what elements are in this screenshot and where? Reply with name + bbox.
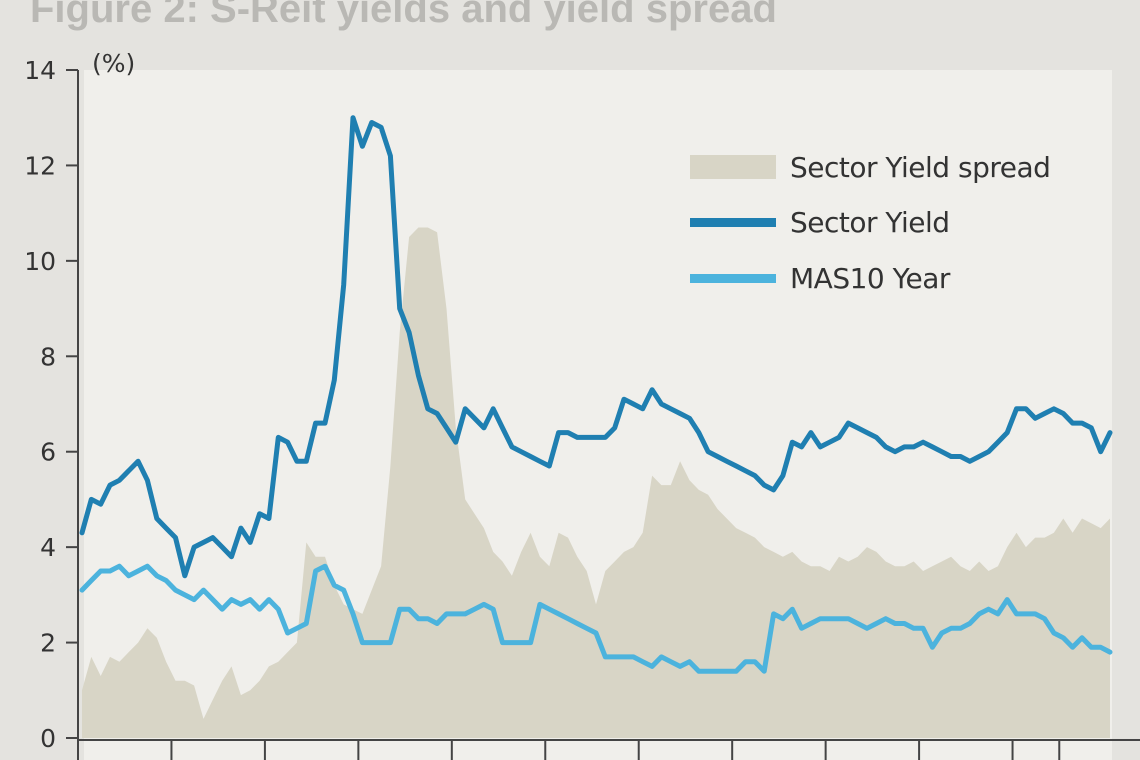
legend-swatch-sector-yield <box>690 218 776 227</box>
legend-label-sector-yield: Sector Yield <box>790 206 950 239</box>
y-axis: 0 2 4 6 8 10 12 14 <box>24 56 79 758</box>
series-line-sector-yield <box>79 115 1113 579</box>
y-tick-label: 0 <box>40 724 56 753</box>
y-tick-label: 4 <box>40 533 56 562</box>
legend: Sector Yield spread Sector Yield MAS10 Yea… <box>690 151 1051 295</box>
legend-swatch-sector-yield-spread <box>690 155 776 179</box>
line-layer <box>79 115 1113 674</box>
legend-label-sector-yield-spread: Sector Yield spread <box>790 151 1050 184</box>
area-layer <box>82 227 1110 738</box>
series-area-sector-yield-spread <box>82 227 1110 738</box>
y-tick-label: 6 <box>40 438 56 467</box>
legend-swatch-mas10-year <box>690 274 776 283</box>
y-tick-label: 10 <box>24 247 56 276</box>
y-tick-label: 14 <box>24 56 56 85</box>
y-axis-unit-label: (%) <box>92 49 135 78</box>
y-tick-label: 12 <box>24 151 56 180</box>
y-tick-label: 8 <box>40 342 56 371</box>
chart-title: Figure 2: S-Reit yields and yield spread <box>30 0 777 31</box>
y-tick-label: 2 <box>40 629 56 658</box>
legend-label-mas10-year: MAS10 Year <box>790 262 951 295</box>
series-line-mas10-year <box>79 563 1113 674</box>
x-axis <box>77 739 1140 760</box>
